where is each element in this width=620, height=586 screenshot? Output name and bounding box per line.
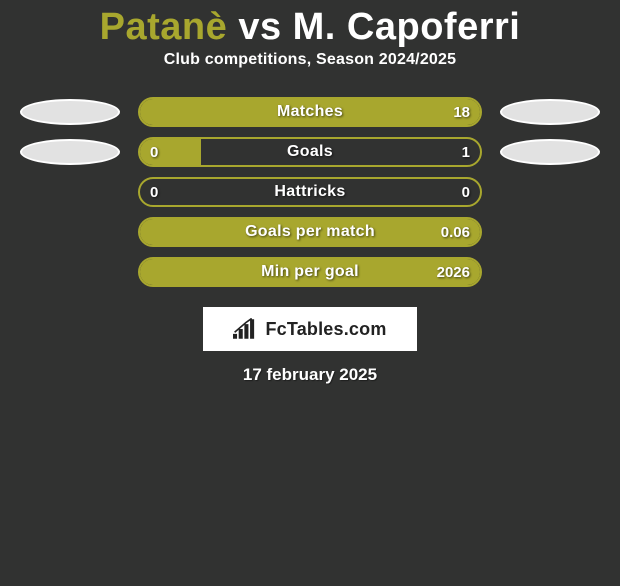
stats-container: Matches180Goals10Hattricks0Goals per mat… [0,97,620,287]
stat-row: Matches18 [0,97,620,127]
stat-value-right: 0 [462,179,470,205]
title-player2: M. Capoferri [293,6,521,48]
stat-row: Min per goal2026 [0,257,620,287]
player1-avatar [20,139,120,165]
stat-value-right: 18 [453,99,470,125]
title-player1: Patanè [100,6,228,48]
stat-label: Min per goal [140,259,480,285]
bar-chart-icon [233,318,259,340]
stat-value-right: 1 [462,139,470,165]
stat-label: Hattricks [140,179,480,205]
branding-badge: FcTables.com [203,307,417,351]
stat-label: Goals [140,139,480,165]
stat-bar: Goals per match0.06 [138,217,482,247]
player2-avatar [500,99,600,125]
stat-bar: Min per goal2026 [138,257,482,287]
stat-bar: Matches18 [138,97,482,127]
stat-bar: 0Goals1 [138,137,482,167]
stat-value-right: 0.06 [441,219,470,245]
stat-row: Goals per match0.06 [0,217,620,247]
player2-avatar [500,139,600,165]
stat-value-right: 2026 [437,259,470,285]
player1-avatar [20,99,120,125]
stat-label: Matches [140,99,480,125]
stat-label: Goals per match [140,219,480,245]
date-label: 17 february 2025 [0,365,620,385]
stat-bar: 0Hattricks0 [138,177,482,207]
stat-row: 0Goals1 [0,137,620,167]
branding-text: FcTables.com [265,319,386,340]
page-title: Patanè vs M. Capoferri [0,6,620,49]
subtitle: Club competitions, Season 2024/2025 [0,51,620,69]
title-vs: vs [227,6,292,48]
stat-row: 0Hattricks0 [0,177,620,207]
